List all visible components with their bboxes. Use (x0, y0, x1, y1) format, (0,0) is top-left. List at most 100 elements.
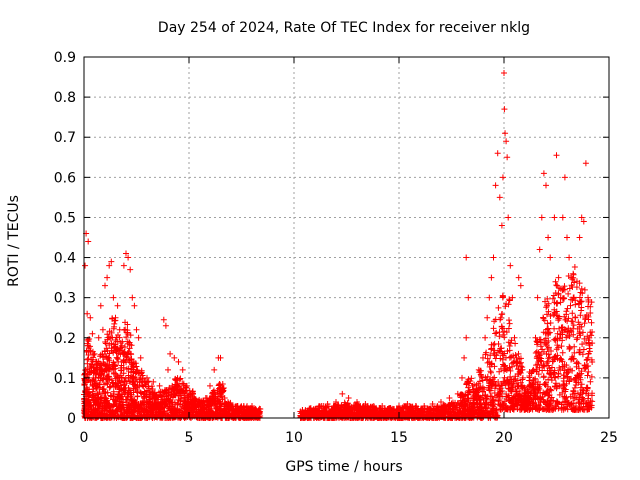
data-point-dense (552, 337, 559, 344)
data-point-dense (566, 378, 573, 385)
data-point-dense (166, 386, 173, 393)
data-point-dense (566, 329, 573, 336)
y-tick-label: 0.5 (54, 210, 76, 226)
data-point-dense (552, 289, 559, 296)
data-point-dense (108, 329, 115, 336)
data-point-dense (534, 381, 541, 388)
data-point (324, 400, 331, 407)
data-point-dense (493, 329, 500, 336)
data-point-dense (517, 379, 524, 386)
data-point (339, 390, 346, 397)
data-point-dense (581, 286, 588, 293)
data-point-dense (315, 412, 322, 419)
data-point-dense (136, 369, 143, 376)
data-point-dense (164, 407, 171, 414)
data-point-dense (492, 330, 499, 337)
data-point-dense (86, 335, 93, 342)
data-point-dense (142, 381, 149, 388)
data-point-dense (161, 409, 168, 416)
data-point-dense (560, 372, 567, 379)
data-point (217, 354, 224, 361)
data-point-dense (505, 317, 512, 324)
data-point-dense (125, 365, 132, 372)
data-point-dense (122, 350, 129, 357)
data-point-dense (216, 413, 223, 420)
data-point-dense (217, 410, 224, 417)
data-point-dense (166, 403, 173, 410)
data-point-dense (512, 340, 519, 347)
data-point-dense (147, 391, 154, 398)
data-point-dense (514, 360, 521, 367)
data-point-dense (579, 386, 586, 393)
data-point-dense (178, 386, 185, 393)
data-point (517, 282, 524, 289)
data-point-dense (514, 383, 521, 390)
data-point-dense (535, 371, 542, 378)
data-point-dense (155, 394, 162, 401)
data-point-dense (541, 363, 548, 370)
data-point-dense (565, 366, 572, 373)
data-point-dense (555, 344, 562, 351)
data-point (534, 294, 541, 301)
data-point-dense (200, 397, 207, 404)
data-point (509, 294, 516, 301)
data-point-dense (117, 394, 124, 401)
data-point-dense (502, 382, 509, 389)
data-point-dense (577, 389, 584, 396)
data-point-dense (135, 370, 142, 377)
data-point-dense (174, 375, 181, 382)
data-point-dense (577, 299, 584, 306)
data-point-dense (567, 302, 574, 309)
data-point (118, 342, 125, 349)
data-point-dense (521, 384, 528, 391)
data-point-dense (87, 403, 94, 410)
data-point-dense (536, 364, 543, 371)
data-point-dense (479, 392, 486, 399)
data-point (538, 214, 545, 221)
data-point-dense (367, 407, 374, 414)
data-point-dense (513, 388, 520, 395)
y-tick-label: 0.9 (54, 50, 76, 66)
data-point (183, 382, 190, 389)
data-point-dense (561, 313, 568, 320)
data-point (165, 366, 171, 373)
data-point-dense (348, 405, 355, 412)
data-point (196, 398, 203, 405)
x-tick-label: 25 (600, 430, 618, 446)
data-point-dense (577, 406, 584, 413)
data-point (175, 358, 182, 365)
data-point-dense (436, 404, 443, 411)
data-point (501, 106, 508, 113)
data-point-dense (585, 316, 592, 323)
data-point-dense (199, 400, 206, 407)
data-point-dense (553, 282, 560, 289)
data-point-dense (147, 411, 154, 418)
data-point-dense (546, 354, 553, 361)
data-point-dense (551, 367, 558, 374)
y-tick-label: 0.1 (54, 371, 76, 387)
data-point-dense (551, 309, 558, 316)
data-point-dense (112, 337, 119, 344)
data-point (484, 314, 491, 321)
data-point-dense (511, 402, 518, 409)
data-point (504, 154, 511, 161)
data-point-dense (490, 325, 497, 332)
data-point-dense (125, 401, 132, 408)
data-point (482, 334, 489, 341)
data-point-dense (570, 322, 577, 329)
data-point (112, 314, 119, 321)
data-point-dense (529, 367, 536, 374)
data-point-dense (501, 374, 508, 381)
data-point (129, 294, 136, 301)
data-point-dense (545, 351, 552, 358)
data-point-dense (541, 381, 548, 388)
data-point-dense (566, 346, 573, 353)
data-point-dense (588, 392, 595, 399)
data-point-dense (314, 408, 321, 415)
data-point-dense (121, 387, 128, 394)
data-point (95, 334, 102, 341)
data-point-dense (501, 362, 508, 369)
data-point-dense (126, 405, 133, 412)
data-point (492, 182, 499, 189)
data-point-dense (585, 339, 592, 346)
